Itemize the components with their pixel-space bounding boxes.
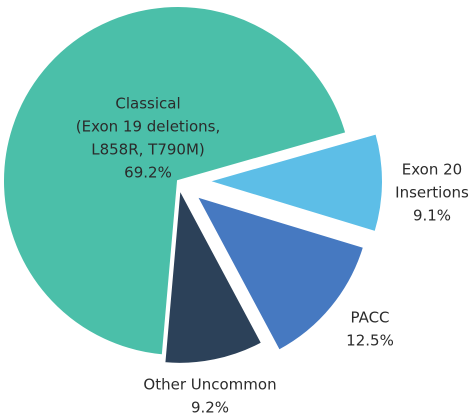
slice-label: PACC (350, 309, 389, 327)
slice-label: (Exon 19 deletions, (76, 118, 221, 136)
slice-label: Insertions (395, 184, 469, 202)
pie-slice (163, 185, 264, 365)
slice-label: Exon 20 (402, 161, 462, 179)
pie-slice (2, 5, 348, 357)
slice-label: Classical (115, 95, 180, 113)
pie-slice (204, 132, 384, 234)
slice-label: L858R, T790M) (91, 141, 205, 159)
pie-slice (194, 194, 366, 352)
value-label: 69.2% (124, 164, 172, 182)
value-label: 9.1% (413, 207, 451, 225)
slice-label: Other Uncommon (143, 376, 276, 394)
value-label: 12.5% (346, 332, 394, 350)
value-label: 9.2% (191, 399, 229, 417)
